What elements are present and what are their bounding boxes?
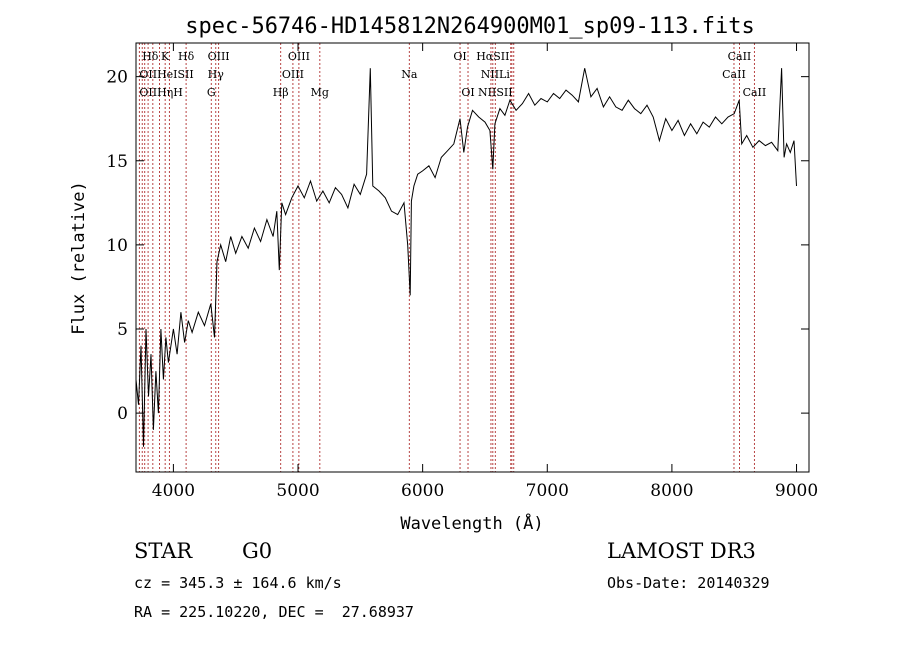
- line-label-9: Hγ: [208, 68, 225, 81]
- line-label-12: NIILi: [481, 68, 511, 81]
- axis-ticks: 4000 5000 6000 7000 8000 9000 0 5 10 15 20: [106, 43, 818, 501]
- line-label-15: G: [207, 86, 216, 99]
- sky-coordinates: RA = 225.10220, DEC = 27.68937: [134, 603, 414, 621]
- line-label-3: OIII: [208, 50, 230, 63]
- line-label-19: NIISII: [478, 86, 513, 99]
- y-tick-label-2: 10: [106, 236, 128, 256]
- x-tick-label-4: 8000: [650, 481, 693, 501]
- object-type: STAR: [134, 539, 193, 563]
- x-tick-label-3: 7000: [526, 481, 569, 501]
- line-label-18: OI: [461, 86, 474, 99]
- observation-date: Obs-Date: 20140329: [607, 574, 770, 592]
- line-label-0: Hδ: [142, 50, 159, 63]
- line-label-1: K: [161, 50, 170, 63]
- x-tick-label-2: 6000: [401, 481, 444, 501]
- flux-line: [135, 68, 797, 447]
- line-label-14: OIIHηH: [139, 86, 182, 99]
- flux-series: [135, 68, 797, 447]
- plot-frame: [135, 42, 810, 473]
- line-label-2: Hδ: [178, 50, 195, 63]
- x-axis-label: Wavelength (Å): [400, 512, 543, 534]
- line-label-4: OIII: [288, 50, 310, 63]
- line-label-16: Hβ: [273, 86, 289, 99]
- y-axis-label: Flux (relative): [69, 181, 89, 335]
- spectral-subclass: G0: [242, 539, 273, 563]
- line-label-20: CaII: [743, 86, 767, 99]
- line-label-17: Mg: [311, 86, 329, 99]
- line-label-10: OIII: [282, 68, 304, 81]
- line-label-13: CaII: [722, 68, 746, 81]
- chart-title: spec-56746-HD145812N264900M01_sp09-113.f…: [185, 14, 755, 39]
- redshift-velocity: cz = 345.3 ± 164.6 km/s: [134, 574, 342, 592]
- survey-name: LAMOST DR3: [607, 539, 756, 563]
- y-tick-label-3: 15: [106, 152, 128, 172]
- line-label-7: CaII: [728, 50, 752, 63]
- y-tick-label-0: 0: [117, 404, 128, 424]
- line-label-11: Na: [401, 68, 418, 81]
- x-tick-label-1: 5000: [276, 481, 319, 501]
- line-label-6: HαSII: [476, 50, 509, 63]
- y-tick-label-1: 5: [117, 320, 128, 340]
- y-tick-label-4: 20: [106, 68, 128, 88]
- line-label-5: OI: [453, 50, 466, 63]
- line-label-8: OIIHeISII: [139, 68, 193, 81]
- spectral-line-markers: [138, 43, 755, 472]
- x-tick-label-0: 4000: [152, 481, 195, 501]
- x-tick-label-5: 9000: [775, 481, 818, 501]
- spectrum-chart: spec-56746-HD145812N264900M01_sp09-113.f…: [69, 14, 818, 534]
